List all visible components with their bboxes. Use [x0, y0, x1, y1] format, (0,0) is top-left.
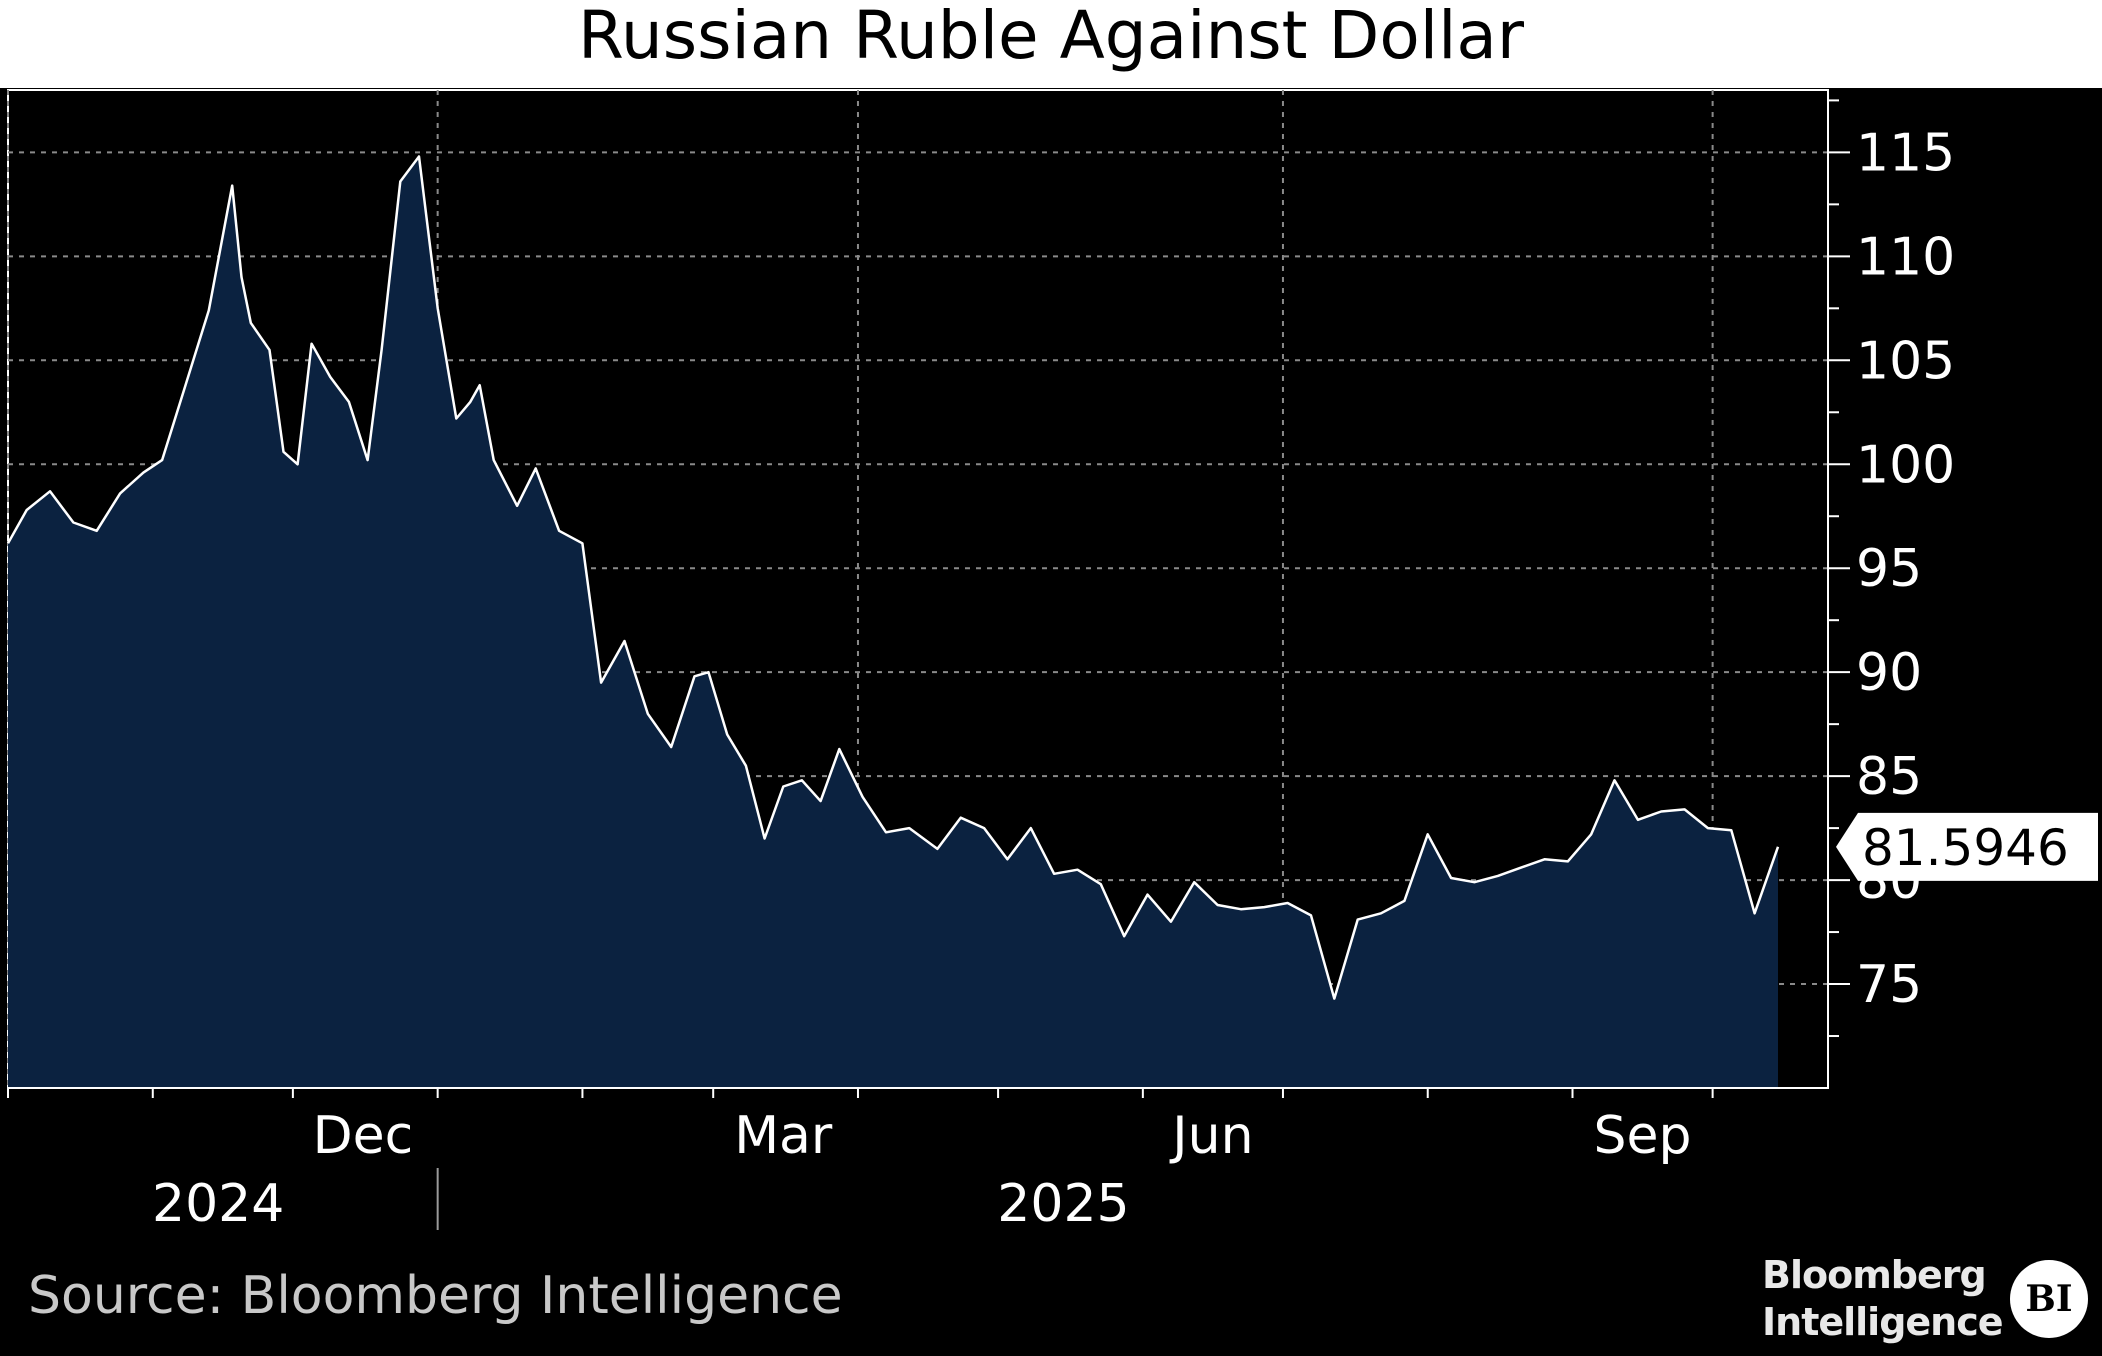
y-tick-label: 95	[1856, 539, 1922, 599]
brand-line-2: Intelligence	[1762, 1300, 2004, 1344]
x-year-label: 2025	[997, 1174, 1129, 1234]
y-tick-label: 105	[1856, 331, 1955, 391]
source-note: Source: Bloomberg Intelligence	[28, 1266, 843, 1326]
y-tick-label: 90	[1856, 643, 1922, 703]
y-tick-label: 85	[1856, 747, 1922, 807]
y-tick-label: 100	[1856, 435, 1955, 495]
y-tick-label: 75	[1856, 955, 1922, 1015]
axes	[7, 99, 1850, 1230]
area-fill	[8, 156, 1778, 1088]
x-year-label: 2024	[152, 1174, 284, 1234]
chart-title: Russian Ruble Against Dollar	[578, 0, 1524, 74]
x-month-label: Mar	[734, 1106, 833, 1166]
last-value-box	[1836, 812, 2098, 881]
title-bar	[0, 0, 2102, 88]
brand-line-1: Bloomberg	[1762, 1253, 1987, 1297]
x-month-label: Dec	[313, 1106, 414, 1166]
last-value-label: 81.5946	[1862, 819, 2069, 877]
last-value-marker: 81.5946	[1836, 812, 2098, 881]
brand-logo-text: Bloomberg Intelligence	[1762, 1252, 2004, 1346]
y-tick-label: 115	[1856, 123, 1955, 183]
x-month-label: Sep	[1594, 1106, 1692, 1166]
x-month-label: Jun	[1169, 1106, 1253, 1166]
brand-badge-icon: BI	[2010, 1260, 2088, 1338]
series-line	[6, 155, 1780, 1000]
y-tick-label: 110	[1856, 227, 1955, 287]
